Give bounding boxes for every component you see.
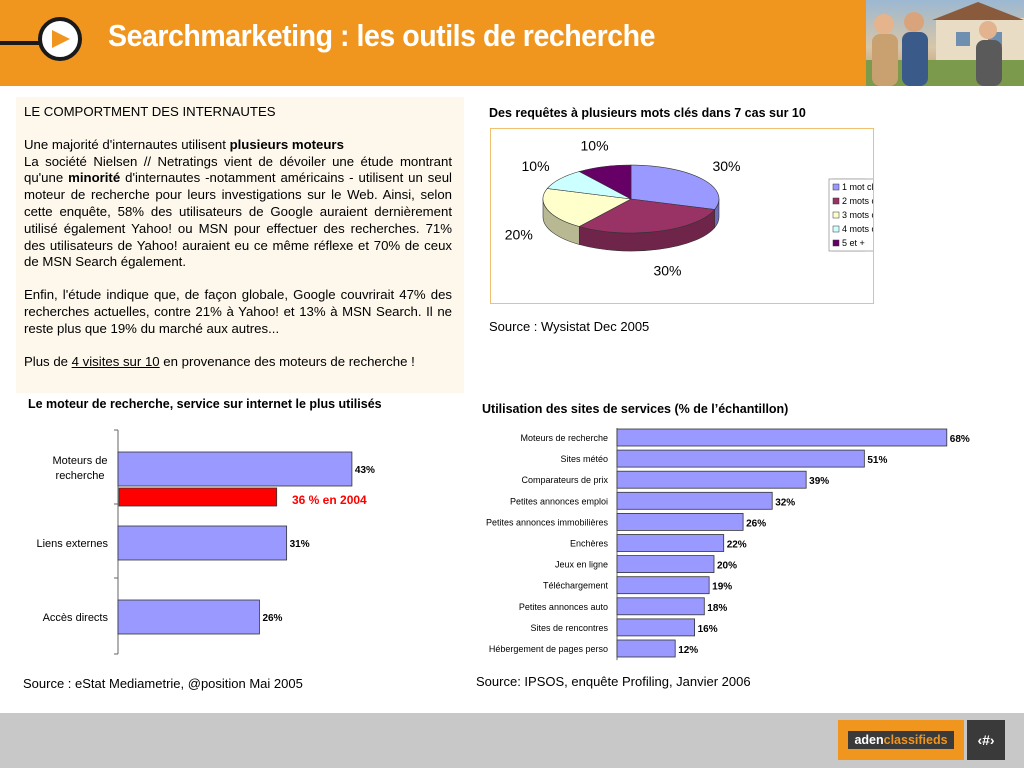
right-bar-value-2: 39% [809, 476, 829, 487]
paragraph-visits-a: Plus de [24, 353, 72, 369]
left-chart-caption: Le moteur de recherche, service sur inte… [28, 397, 382, 411]
right-bar-8 [616, 597, 705, 616]
pie-legend-label-3: 4 mots clés [842, 224, 873, 234]
intro-bold: plusieurs moteurs [229, 136, 344, 152]
right-category-0: Moteurs de recherche [520, 433, 608, 443]
right-bar-value-8: 18% [707, 603, 727, 614]
right-bar-value-9: 16% [698, 624, 718, 635]
left-bar-value-1: 31% [290, 539, 310, 550]
paragraph-visits: Plus de 4 visites sur 10 en provenance d… [24, 354, 452, 371]
logo-text-classifieds: classifieds [883, 733, 948, 747]
right-category-6: Jeux en ligne [555, 560, 608, 570]
right-chart-caption: Utilisation des sites de services (% de … [482, 402, 789, 416]
right-bar-value-10: 12% [678, 645, 698, 656]
pie-legend-label-0: 1 mot clé [842, 182, 873, 192]
pie-label-0: 30% [712, 158, 740, 174]
left-category-0: Moteurs de recherche [52, 455, 107, 482]
left-annotation-label: 36 % en 2004 [292, 493, 367, 507]
right-bar-0 [616, 428, 948, 447]
paragraph-nielsen-b: d'internautes -notamment américains - ut… [24, 170, 452, 270]
left-annotation-bar [118, 487, 278, 507]
pie-legend-label-2: 3 mots clés [842, 210, 873, 220]
paragraph-market-share: Enfin, l'étude indique que, de façon glo… [24, 287, 452, 336]
header-bar: Searchmarketing : les outils de recherch… [0, 0, 1024, 86]
right-bar-value-5: 22% [727, 540, 747, 551]
right-bar-chart: 68% Moteurs de recherche 51% Sites météo 39%… [486, 428, 970, 661]
left-bar-0 [117, 451, 353, 487]
left-bar-value-2: 26% [262, 613, 282, 624]
left-category-1: Liens externes [36, 538, 108, 550]
paragraph-nielsen-bold: minorité [68, 170, 121, 186]
company-logo[interactable]: adenclassifieds [838, 720, 964, 760]
logo-wordmark: adenclassifieds [848, 731, 954, 749]
play-icon[interactable] [38, 17, 82, 61]
paragraph-nielsen-a: La société Nielsen // Netratings vient d… [24, 153, 452, 186]
right-category-1: Sites météo [560, 454, 608, 464]
right-category-2: Comparateurs de prix [521, 475, 608, 485]
right-bar-7 [616, 576, 710, 595]
right-bar-value-0: 68% [950, 434, 970, 445]
right-category-4: Petites annonces immobilières [486, 517, 609, 527]
visits-link[interactable]: 4 visites sur 10 [71, 353, 160, 369]
pie-legend-swatch-1 [832, 197, 840, 205]
right-bar-value-7: 19% [712, 582, 732, 593]
pie-label-2: 20% [505, 226, 533, 242]
page-number: ‹#› [967, 720, 1005, 760]
left-bar-1 [117, 525, 288, 561]
header-photo [866, 0, 1024, 86]
header-rule [0, 41, 40, 45]
pie-slice-2 [542, 188, 632, 227]
right-bar-value-3: 32% [775, 497, 795, 508]
right-category-10: Hébergement de pages perso [489, 644, 608, 654]
right-bar-9 [616, 618, 695, 637]
logo-text-aden: aden [854, 733, 884, 747]
pie-label-1: 30% [653, 262, 681, 278]
pie-legend-label-4: 5 et + [842, 238, 865, 248]
paragraph-visits-b: en provenance des moteurs de recherche ! [159, 353, 415, 369]
right-bar-1 [616, 449, 865, 468]
pie-chart: 30% 30% 20% 10% 10% 1 mot clé 2 mots clés 3 mot… [505, 138, 906, 278]
right-category-3: Petites annonces emploi [510, 496, 608, 506]
left-bar-value-0: 43% [355, 465, 375, 476]
right-bar-value-1: 51% [867, 455, 887, 466]
right-category-7: Téléchargement [543, 581, 609, 591]
right-category-5: Enchères [570, 539, 609, 549]
pie-legend-swatch-0 [832, 183, 840, 191]
left-bar-chart: 43% 31% 26% Moteurs de recherche Liens extern… [36, 429, 375, 655]
right-category-8: Petites annonces auto [519, 602, 608, 612]
pie-slice-0 [630, 164, 720, 210]
text-panel: LE COMPORTMENT DES INTERNAUTES Une major… [16, 97, 464, 393]
pie-source: Source : Wysistat Dec 2005 [489, 319, 650, 334]
pie-slice-1 [578, 198, 716, 234]
pie-legend-label-1: 2 mots clés [842, 196, 873, 206]
left-category-2: Accès directs [43, 612, 109, 624]
intro-text: Une majorité d'internautes utilisent [24, 136, 230, 152]
page-title: Searchmarketing : les outils de recherch… [108, 18, 656, 53]
right-chart-source: Source: IPSOS, enquête Profiling, Janvie… [476, 674, 751, 689]
right-category-9: Sites de rencontres [530, 623, 608, 633]
pie-slice-4 [578, 164, 632, 200]
pie-caption: Des requêtes à plusieurs mots clés dans … [489, 106, 806, 120]
section-heading: LE COMPORTMENT DES INTERNAUTES [24, 104, 276, 119]
right-bar-4 [616, 513, 744, 531]
left-bar-2 [117, 599, 260, 635]
left-chart-source: Source : eStat Mediametrie, @position Ma… [23, 676, 303, 691]
right-bar-value-4: 26% [746, 518, 766, 529]
right-bar-3 [616, 491, 773, 510]
pie-chart-frame: 30% 30% 20% 10% 10% 1 mot clé 2 mots clés 3 mot… [490, 128, 906, 304]
pie-legend-swatch-3 [832, 225, 840, 233]
right-bar-6 [616, 555, 715, 574]
right-bar-2 [616, 470, 807, 489]
pie-label-3: 10% [522, 158, 550, 174]
pie-legend-swatch-4 [832, 239, 840, 247]
pie-legend-swatch-2 [832, 211, 840, 219]
intro-line: Une majorité d'internautes utilisent plu… [24, 137, 452, 154]
pie-label-4: 10% [581, 138, 609, 154]
right-bar-5 [616, 534, 725, 552]
paragraph-nielsen: La société Nielsen // Netratings vient d… [24, 154, 452, 272]
right-bar-10 [616, 639, 676, 658]
right-bar-value-6: 20% [717, 561, 737, 572]
